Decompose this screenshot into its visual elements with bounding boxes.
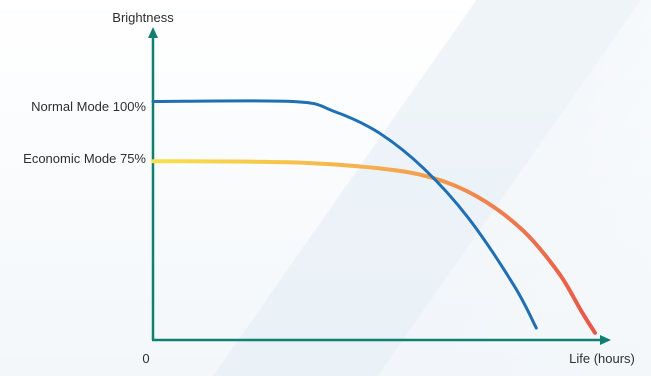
ytick-normal-mode: Normal Mode 100%	[31, 99, 146, 114]
x-axis-arrow-icon	[600, 335, 611, 345]
series-economic-mode-line	[151, 159, 597, 335]
x-origin-label: 0	[142, 351, 149, 366]
ytick-economic-mode: Economic Mode 75%	[23, 151, 146, 166]
y-axis-arrow-icon	[148, 27, 158, 38]
series-normal-mode-line	[151, 99, 538, 330]
y-axis-label: Brightness	[112, 10, 174, 25]
x-axis-label: Life (hours)	[569, 351, 635, 366]
